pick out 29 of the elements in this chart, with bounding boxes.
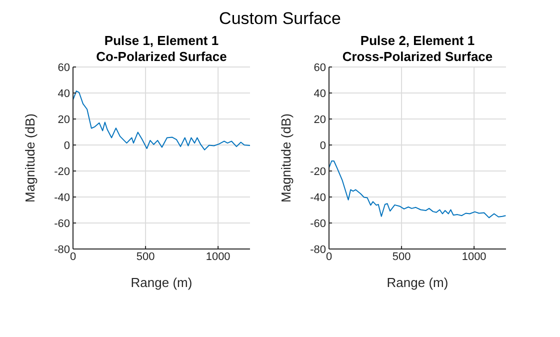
x-tick-label: 500: [136, 250, 155, 263]
y-tick-label: 20: [58, 114, 70, 126]
chart-title: Pulse 2, Element 1 Cross-Polarized Surface: [341, 33, 494, 65]
x-tick-label: 1000: [462, 250, 486, 263]
y-axis-title: Magnitude (dB): [22, 114, 38, 202]
y-tick-label: 0: [320, 140, 326, 152]
line-series: [73, 90, 250, 150]
x-axis-title: Range (m): [386, 275, 448, 290]
x-tick-label: 500: [392, 250, 411, 263]
line-series: [329, 160, 506, 218]
y-axis-title: Magnitude (dB): [278, 114, 294, 202]
y-tick-label: -20: [54, 166, 70, 178]
x-tick-label: 1000: [206, 250, 230, 263]
y-tick-label: -80: [310, 244, 326, 256]
y-tick-label: 40: [314, 88, 326, 100]
x-axis-title: Range (m): [130, 275, 192, 290]
text: Custom Surface: [218, 9, 342, 29]
y-tick-label: 20: [314, 114, 326, 126]
y-tick-label: 40: [58, 88, 70, 100]
y-tick-label: -80: [54, 244, 70, 256]
y-tick-label: -40: [310, 192, 326, 204]
y-tick-label: -20: [310, 166, 326, 178]
y-tick-label: -60: [54, 218, 70, 230]
y-tick-label: -40: [54, 192, 70, 204]
chart-title: Pulse 1, Element 1 Co-Polarized Surface: [95, 33, 228, 65]
y-tick-label: 60: [58, 62, 70, 74]
y-tick-label: -60: [310, 218, 326, 230]
y-tick-label: 60: [314, 62, 326, 74]
y-tick-label: 0: [64, 140, 70, 152]
